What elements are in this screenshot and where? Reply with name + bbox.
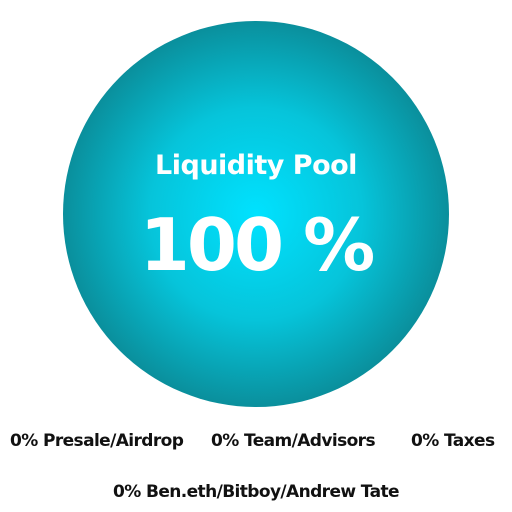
slice-value-liquidity-pool: 100 % [140,203,373,287]
slice-label-liquidity-pool: Liquidity Pool [155,150,357,181]
legend-item-taxes: 0% Taxes [411,431,495,451]
legend-item-ben-bitboy-andrew-tate: 0% Ben.eth/Bitboy/Andrew Tate [113,482,400,502]
legend-item-presale-airdrop: 0% Presale/Airdrop [10,431,184,451]
legend-item-team-advisors: 0% Team/Advisors [211,431,376,451]
pie-slice-liquidity-pool [63,21,449,407]
